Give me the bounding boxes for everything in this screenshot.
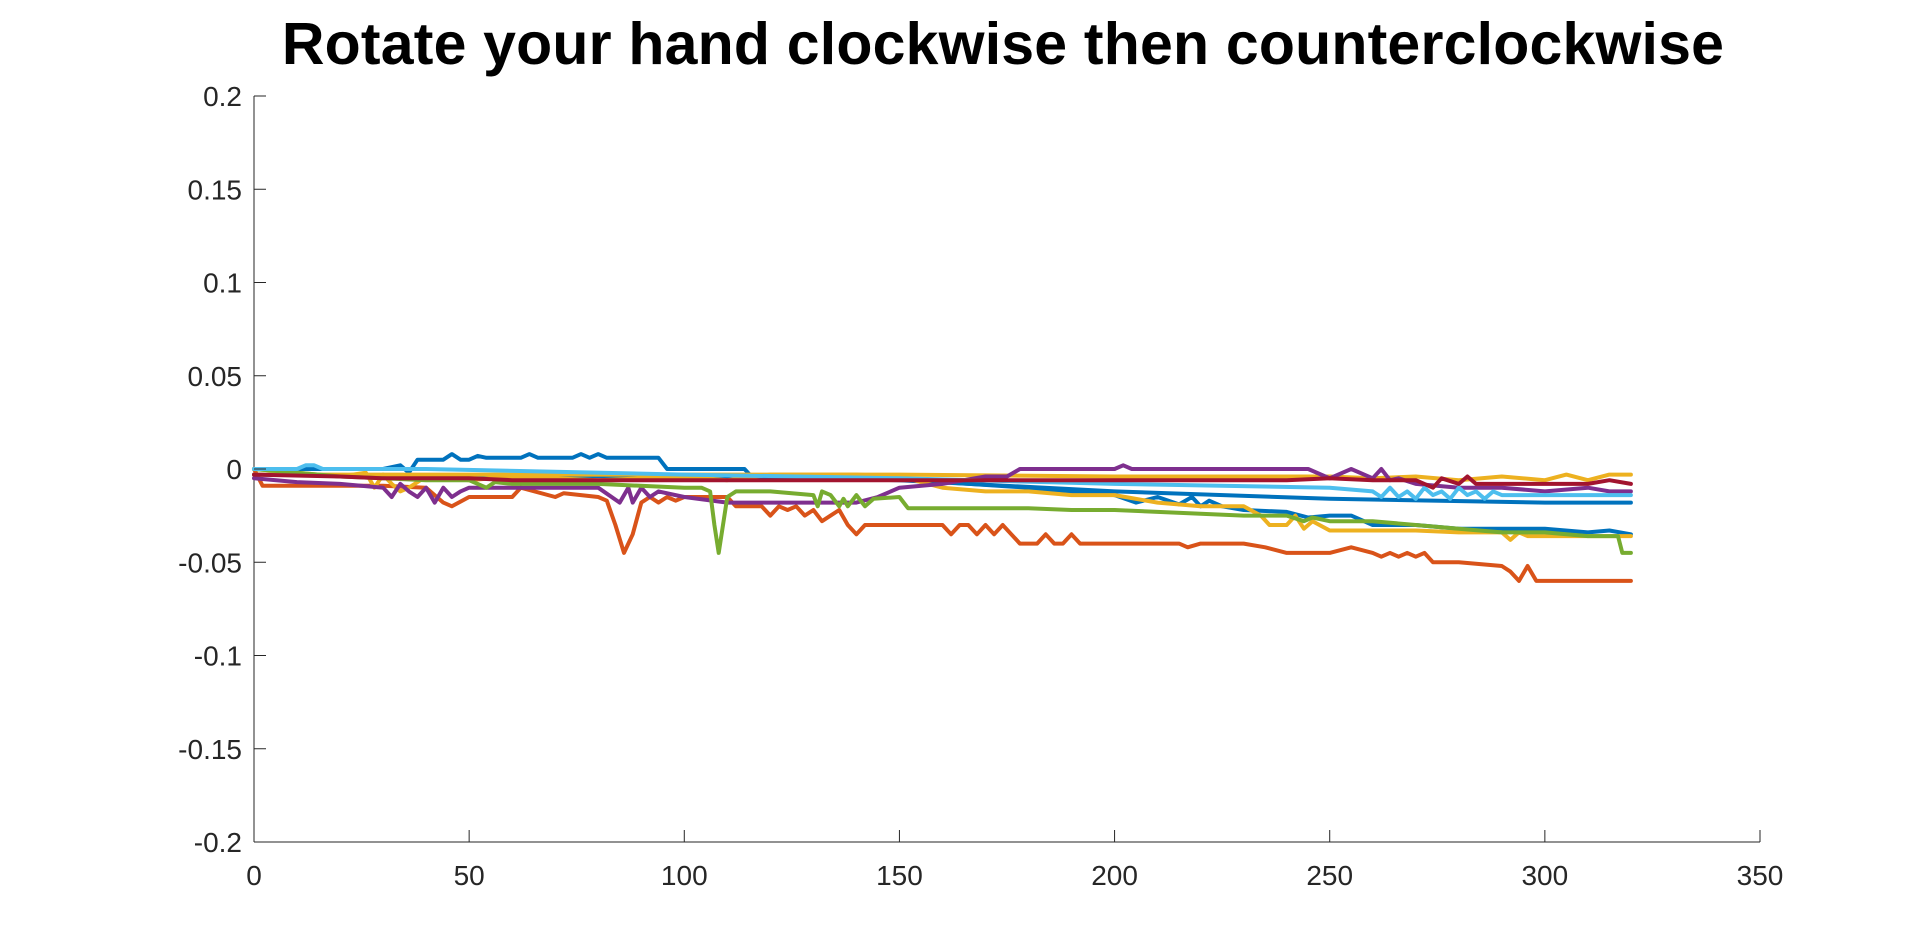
x-tick-label: 350 (1737, 860, 1784, 891)
y-tick-label: -0.2 (194, 827, 242, 858)
y-tick-label: -0.1 (194, 641, 242, 672)
y-tick-label: 0.15 (188, 174, 243, 205)
series-line-1 (252, 452, 1633, 537)
y-tick-label: 0 (226, 454, 242, 485)
x-tick-label: 300 (1521, 860, 1568, 891)
x-tick-label: 0 (246, 860, 262, 891)
y-tick-label: -0.05 (178, 547, 242, 578)
x-tick-label: 250 (1306, 860, 1353, 891)
x-tick-label: 50 (454, 860, 485, 891)
ticks: 0.20.150.10.050-0.05-0.1-0.15-0.20 50 100 1… (178, 81, 1783, 891)
y-tick-label: 0.2 (203, 81, 242, 112)
x-tick-label: 100 (661, 860, 708, 891)
chart-title: Rotate your hand clockwise then counterc… (281, 11, 1725, 77)
series-line-9 (252, 472, 1633, 490)
y-tick-label: 0.1 (203, 268, 242, 299)
series-line-7 (252, 467, 1633, 555)
series-group (252, 452, 1633, 583)
series-line-6 (252, 463, 1633, 505)
x-tick-label: 200 (1091, 860, 1138, 891)
series-line-8 (252, 463, 1633, 501)
series-line-3 (252, 467, 1633, 583)
y-tick-label: 0.05 (188, 361, 243, 392)
series-line-5 (252, 472, 1633, 483)
y-tick-label: -0.15 (178, 734, 242, 765)
x-tick-label: 150 (876, 860, 923, 891)
